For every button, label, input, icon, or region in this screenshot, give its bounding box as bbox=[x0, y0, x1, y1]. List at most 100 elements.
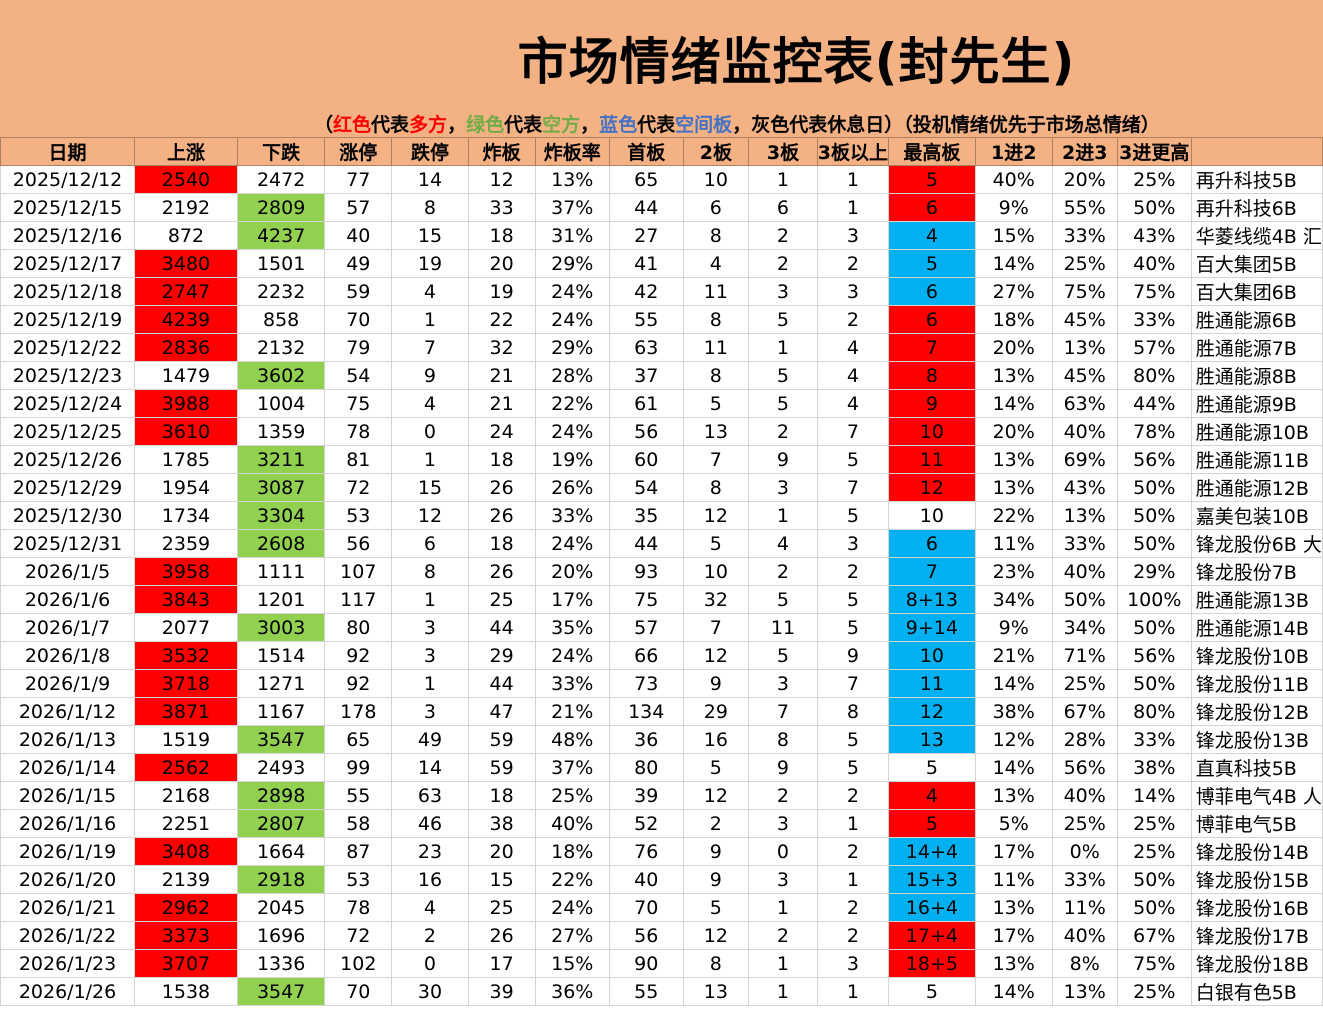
up-count-cell[interactable]: 2747 bbox=[134, 277, 238, 306]
rate-1to2-cell[interactable]: 14% bbox=[974, 389, 1053, 418]
down-count-cell[interactable]: 2898 bbox=[236, 781, 326, 810]
date-cell[interactable]: 2026/1/13 bbox=[0, 725, 136, 754]
board2-cell[interactable]: 4 bbox=[682, 249, 750, 278]
rate-3plus-cell[interactable]: 50% bbox=[1116, 613, 1192, 642]
rate-3plus-cell[interactable]: 25% bbox=[1116, 837, 1192, 866]
limit-down-cell[interactable]: 15 bbox=[391, 221, 469, 250]
board2-cell[interactable]: 5 bbox=[682, 893, 750, 922]
up-count-cell[interactable]: 3532 bbox=[134, 641, 238, 670]
broken-rate-cell[interactable]: 18% bbox=[534, 837, 610, 866]
down-count-cell[interactable]: 1501 bbox=[236, 249, 326, 278]
down-count-cell[interactable]: 1271 bbox=[236, 669, 326, 698]
rate-2to3-cell[interactable]: 13% bbox=[1051, 333, 1118, 362]
rate-1to2-cell[interactable]: 13% bbox=[974, 361, 1053, 390]
column-header-5[interactable]: 炸板 bbox=[467, 137, 536, 166]
board3-cell[interactable]: 6 bbox=[748, 193, 818, 222]
limit-down-cell[interactable]: 0 bbox=[391, 949, 469, 978]
rate-3plus-cell[interactable]: 33% bbox=[1116, 725, 1192, 754]
broken-rate-cell[interactable]: 20% bbox=[534, 557, 610, 586]
rate-3plus-cell[interactable]: 50% bbox=[1116, 669, 1192, 698]
leader-stock-cell[interactable]: 百大集团5B bbox=[1190, 249, 1323, 278]
first-board-cell[interactable]: 40 bbox=[608, 865, 684, 894]
limit-down-cell[interactable]: 3 bbox=[391, 641, 469, 670]
rate-1to2-cell[interactable]: 23% bbox=[974, 557, 1053, 586]
broken-board-cell[interactable]: 24 bbox=[467, 417, 536, 446]
board2-cell[interactable]: 32 bbox=[682, 585, 750, 614]
first-board-cell[interactable]: 63 bbox=[608, 333, 684, 362]
max-board-cell[interactable]: 10 bbox=[887, 641, 976, 670]
broken-rate-cell[interactable]: 24% bbox=[534, 641, 610, 670]
max-board-cell[interactable]: 4 bbox=[887, 781, 976, 810]
max-board-cell[interactable]: 13 bbox=[887, 725, 976, 754]
limit-down-cell[interactable]: 1 bbox=[391, 669, 469, 698]
column-header-8[interactable]: 2板 bbox=[682, 137, 750, 166]
rate-3plus-cell[interactable]: 75% bbox=[1116, 949, 1192, 978]
limit-down-cell[interactable]: 14 bbox=[391, 165, 469, 194]
rate-2to3-cell[interactable]: 45% bbox=[1051, 305, 1118, 334]
board3-cell[interactable]: 1 bbox=[748, 501, 818, 530]
leader-stock-cell[interactable]: 锋龙股份6B 大 bbox=[1190, 529, 1323, 558]
board3-cell[interactable]: 5 bbox=[748, 585, 818, 614]
down-count-cell[interactable]: 3211 bbox=[236, 445, 326, 474]
broken-rate-cell[interactable]: 36% bbox=[534, 977, 610, 1006]
rate-2to3-cell[interactable]: 25% bbox=[1051, 249, 1118, 278]
board3-cell[interactable]: 2 bbox=[748, 557, 818, 586]
down-count-cell[interactable]: 2608 bbox=[236, 529, 326, 558]
limit-up-cell[interactable]: 57 bbox=[324, 193, 393, 222]
broken-board-cell[interactable]: 19 bbox=[467, 277, 536, 306]
max-board-cell[interactable]: 9+14 bbox=[887, 613, 976, 642]
board2-cell[interactable]: 12 bbox=[682, 501, 750, 530]
limit-down-cell[interactable]: 23 bbox=[391, 837, 469, 866]
max-board-cell[interactable]: 6 bbox=[887, 529, 976, 558]
board3-cell[interactable]: 8 bbox=[748, 725, 818, 754]
limit-up-cell[interactable]: 53 bbox=[324, 501, 393, 530]
rate-3plus-cell[interactable]: 44% bbox=[1116, 389, 1192, 418]
up-count-cell[interactable]: 4239 bbox=[134, 305, 238, 334]
leader-stock-cell[interactable]: 锋龙股份10B bbox=[1190, 641, 1323, 670]
up-count-cell[interactable]: 3707 bbox=[134, 949, 238, 978]
limit-down-cell[interactable]: 12 bbox=[391, 501, 469, 530]
leader-stock-cell[interactable]: 锋龙股份18B bbox=[1190, 949, 1323, 978]
broken-board-cell[interactable]: 26 bbox=[467, 501, 536, 530]
board3-plus-cell[interactable]: 1 bbox=[816, 809, 889, 838]
leader-stock-cell[interactable]: 博菲电气5B bbox=[1190, 809, 1323, 838]
rate-1to2-cell[interactable]: 14% bbox=[974, 753, 1053, 782]
max-board-cell[interactable]: 5 bbox=[887, 249, 976, 278]
board3-cell[interactable]: 1 bbox=[748, 949, 818, 978]
rate-2to3-cell[interactable]: 8% bbox=[1051, 949, 1118, 978]
broken-rate-cell[interactable]: 33% bbox=[534, 501, 610, 530]
board3-plus-cell[interactable]: 7 bbox=[816, 669, 889, 698]
rate-1to2-cell[interactable]: 27% bbox=[974, 277, 1053, 306]
broken-board-cell[interactable]: 12 bbox=[467, 165, 536, 194]
broken-rate-cell[interactable]: 13% bbox=[534, 165, 610, 194]
max-board-cell[interactable]: 16+4 bbox=[887, 893, 976, 922]
up-count-cell[interactable]: 1734 bbox=[134, 501, 238, 530]
max-board-cell[interactable]: 8 bbox=[887, 361, 976, 390]
broken-board-cell[interactable]: 17 bbox=[467, 949, 536, 978]
date-cell[interactable]: 2026/1/19 bbox=[0, 837, 136, 866]
broken-board-cell[interactable]: 33 bbox=[467, 193, 536, 222]
limit-down-cell[interactable]: 46 bbox=[391, 809, 469, 838]
max-board-cell[interactable]: 12 bbox=[887, 473, 976, 502]
limit-up-cell[interactable]: 72 bbox=[324, 921, 393, 950]
broken-board-cell[interactable]: 38 bbox=[467, 809, 536, 838]
first-board-cell[interactable]: 76 bbox=[608, 837, 684, 866]
rate-1to2-cell[interactable]: 18% bbox=[974, 305, 1053, 334]
up-count-cell[interactable]: 1519 bbox=[134, 725, 238, 754]
limit-down-cell[interactable]: 1 bbox=[391, 585, 469, 614]
board3-plus-cell[interactable]: 2 bbox=[816, 837, 889, 866]
limit-up-cell[interactable]: 107 bbox=[324, 557, 393, 586]
down-count-cell[interactable]: 2232 bbox=[236, 277, 326, 306]
broken-rate-cell[interactable]: 33% bbox=[534, 669, 610, 698]
limit-up-cell[interactable]: 178 bbox=[324, 697, 393, 726]
down-count-cell[interactable]: 858 bbox=[236, 305, 326, 334]
rate-3plus-cell[interactable]: 57% bbox=[1116, 333, 1192, 362]
max-board-cell[interactable]: 18+5 bbox=[887, 949, 976, 978]
rate-3plus-cell[interactable]: 25% bbox=[1116, 977, 1192, 1006]
max-board-cell[interactable]: 5 bbox=[887, 753, 976, 782]
rate-1to2-cell[interactable]: 13% bbox=[974, 445, 1053, 474]
leader-stock-cell[interactable]: 再升科技6B bbox=[1190, 193, 1323, 222]
max-board-cell[interactable]: 11 bbox=[887, 669, 976, 698]
down-count-cell[interactable]: 2918 bbox=[236, 865, 326, 894]
limit-up-cell[interactable]: 75 bbox=[324, 389, 393, 418]
